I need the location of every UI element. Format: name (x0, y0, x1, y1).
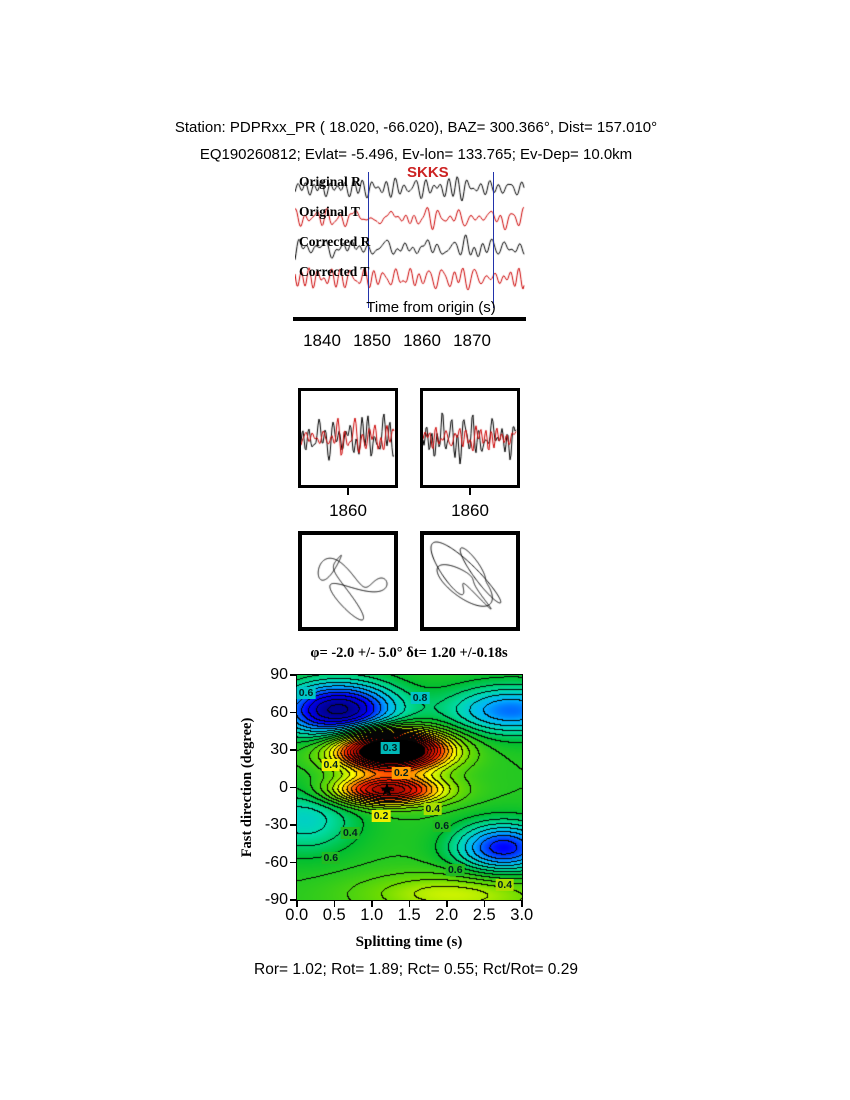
zoom-axis-tick-mark (347, 488, 349, 495)
x-tick-label: 1.0 (360, 906, 384, 924)
x-axis-tick-mark (333, 901, 336, 907)
x-axis-tick-mark (371, 901, 373, 907)
y-tick-label: 0 (279, 778, 288, 796)
y-tick-label: 30 (270, 741, 288, 758)
x-axis-tick-mark (296, 901, 298, 907)
analysis-window-start-line (367, 172, 369, 308)
splitting-result-title: φ= -2.0 +/- 5.0° δt= 1.20 +/-0.18s (310, 645, 508, 661)
windowed-waveform-panel-corrected (420, 388, 520, 488)
contour-annotation: 0.2 (371, 810, 391, 823)
particle-motion-canvas-original (302, 535, 394, 627)
x-axis-tick-mark (521, 901, 523, 907)
contour-annotation: 0.4 (340, 826, 360, 839)
y-axis-tick-mark (290, 711, 296, 714)
time-tick-label: 1860 (403, 331, 441, 350)
x-tick-label: 3.0 (510, 906, 534, 924)
trace-label-original-r: Original R (299, 174, 361, 189)
x-axis-title: Splitting time (s) (355, 934, 463, 950)
contour-annotation: 0.8 (410, 691, 430, 704)
y-tick-label: -60 (264, 853, 288, 871)
x-tick-label: 0.5 (322, 906, 346, 924)
zoom-axis-tick-mark (469, 488, 471, 495)
time-tick-label: 1840 (303, 331, 341, 350)
y-axis-tick-labels: 90 60 30 0 -30 -60 -90 (246, 656, 288, 919)
y-axis-tick-mark (290, 861, 296, 864)
y-axis-tick-mark (290, 899, 296, 901)
time-axis-title: Time from origin (s) (366, 299, 496, 316)
time-axis-tick-labels: 1840 1850 1860 1870 (297, 331, 497, 351)
contour-annotation: 0.4 (423, 802, 443, 815)
y-axis-tick-mark (290, 824, 296, 826)
x-axis-tick-mark (408, 901, 411, 907)
best-solution-star-icon: ★ (378, 779, 396, 800)
particle-motion-canvas-corrected (424, 535, 516, 627)
particle-motion-panel-corrected (420, 531, 520, 631)
contour-annotation: 0.6 (296, 686, 316, 699)
y-tick-label: 90 (270, 666, 288, 683)
particle-motion-panel-original (298, 531, 398, 631)
energy-contour-canvas (297, 675, 522, 900)
trace-label-corrected-t: Corrected T (299, 264, 370, 279)
x-tick-label: 1.5 (397, 906, 421, 924)
y-tick-label: -90 (264, 891, 288, 908)
zoom-axis-tick-label: 1860 (451, 501, 489, 520)
trace-label-original-t: Original T (299, 204, 360, 219)
y-tick-label: -30 (264, 816, 288, 833)
time-tick-label: 1870 (453, 331, 491, 350)
x-tick-label: 2.0 (435, 906, 459, 924)
contour-annotation: 0.4 (495, 879, 515, 891)
time-tick-label: 1850 (353, 331, 391, 350)
contour-annotation: 0.6 (445, 864, 465, 876)
x-axis-tick-mark (483, 901, 486, 907)
contour-annotation: 0.6 (321, 851, 341, 864)
time-axis-line (293, 317, 526, 321)
phase-label: SKKS (407, 164, 449, 181)
contour-annotation: 0.6 (432, 820, 452, 833)
energy-ratio-results: Ror= 1.02; Rot= 1.89; Rct= 0.55; Rct/Rot… (254, 961, 578, 978)
zoom-axis-tick-label: 1860 (329, 501, 367, 520)
y-axis-tick-mark (290, 786, 296, 789)
contour-annotation: 0.3 (380, 741, 400, 754)
windowed-waveform-canvas-original (301, 391, 395, 485)
y-axis-tick-mark (290, 674, 296, 676)
waveform-panel: Original R Original T Corrected R Correc… (295, 164, 525, 312)
y-axis-tick-mark (290, 749, 296, 751)
y-tick-label: 60 (270, 703, 288, 721)
trace-label-corrected-r: Corrected R (299, 234, 371, 249)
energy-contour-map: ★ 0.6 0.8 0.3 0.2 0.4 0.2 0.4 0.6 0.4 0.6 0.6 0.4 (296, 675, 522, 900)
x-tick-label: 2.5 (472, 906, 496, 924)
windowed-waveform-canvas-corrected (423, 391, 517, 485)
x-axis-tick-mark (446, 901, 448, 907)
windowed-waveform-panel-original (298, 388, 398, 488)
event-info-line: EQ190260812; Evlat= -5.496, Ev-lon= 133.… (199, 146, 633, 163)
station-info-line: Station: PDPRxx_PR ( 18.020, -66.020), B… (174, 119, 658, 136)
contour-annotation: 0.4 (321, 759, 341, 771)
x-tick-label: 0.0 (285, 906, 309, 924)
x-axis-tick-labels: 0.0 0.5 1.0 1.5 2.0 2.5 3.0 (278, 906, 541, 925)
contour-annotation: 0.2 (391, 766, 411, 779)
analysis-window-end-line (492, 172, 494, 308)
waveform-traces-canvas (295, 170, 525, 312)
